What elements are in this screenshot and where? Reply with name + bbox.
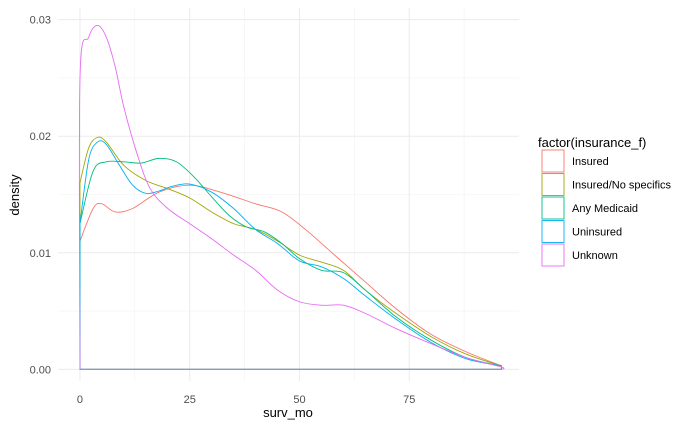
- x-axis-ticks: 0 25 50 75: [77, 394, 415, 406]
- legend-key-insured-no-specifics: [541, 173, 565, 196]
- legend-title: factor(insurance_f): [538, 135, 646, 150]
- y-axis-ticks: 0.00 0.01 0.02 0.03: [30, 15, 51, 377]
- legend-label-insured-no-specifics: Insured/No specifics: [572, 180, 672, 192]
- series-line-insured: [79, 184, 502, 370]
- x-tick-label: 25: [184, 394, 196, 406]
- legend-label-uninsured: Uninsured: [572, 227, 622, 239]
- series-line-unknown: [78, 25, 505, 370]
- legend-label-any-medicaid: Any Medicaid: [572, 203, 638, 215]
- y-tick-label: 0.00: [30, 364, 51, 376]
- series-line-uninsured: [79, 140, 502, 370]
- y-tick-label: 0.03: [30, 15, 51, 27]
- legend-key-unknown: [541, 243, 565, 267]
- legend-key-insured: [541, 149, 565, 173]
- legend-item-insured: Insured: [541, 149, 609, 173]
- x-tick-label: 75: [403, 394, 415, 406]
- x-axis-title: surv_mo: [263, 405, 313, 420]
- x-tick-label: 50: [293, 394, 305, 406]
- y-tick-label: 0.01: [30, 248, 51, 260]
- legend-label-insured: Insured: [572, 156, 609, 168]
- x-tick-label: 0: [77, 394, 83, 406]
- series-lines: [78, 25, 505, 370]
- legend-item-any-medicaid: Any Medicaid: [541, 196, 638, 220]
- y-tick-label: 0.02: [30, 131, 51, 143]
- legend-item-unknown: Unknown: [541, 243, 618, 267]
- legend-key-any-medicaid: [541, 196, 565, 220]
- legend-item-insured-no-specifics: Insured/No specifics: [541, 173, 672, 196]
- minor-gridlines: [58, 8, 519, 381]
- series-line-any-medicaid: [79, 157, 502, 370]
- y-axis-title: density: [7, 174, 22, 216]
- legend: factor(insurance_f) Insured Insured/No sp…: [538, 135, 672, 267]
- legend-label-unknown: Unknown: [572, 250, 618, 262]
- legend-item-uninsured: Uninsured: [541, 220, 622, 243]
- legend-key-uninsured: [541, 220, 565, 243]
